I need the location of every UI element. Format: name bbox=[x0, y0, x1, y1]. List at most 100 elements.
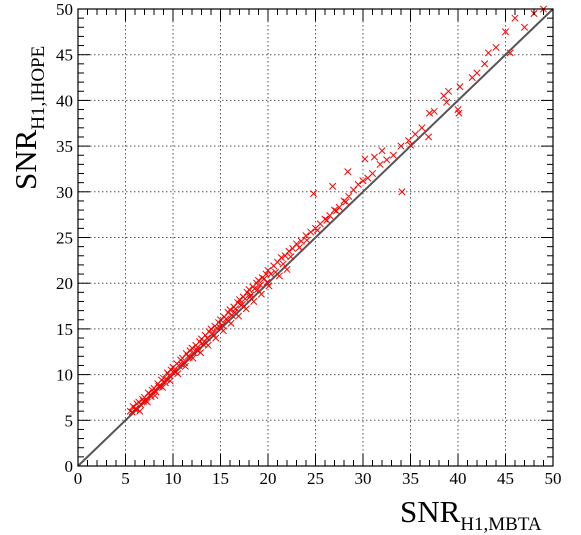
data-point bbox=[285, 247, 293, 255]
data-point bbox=[207, 325, 215, 333]
data-point-stroke bbox=[264, 266, 272, 274]
data-point bbox=[139, 397, 148, 405]
x-tick-label: 30 bbox=[355, 469, 372, 488]
data-point bbox=[136, 407, 144, 415]
data-point-stroke bbox=[272, 268, 280, 276]
data-point bbox=[397, 142, 405, 150]
x-tick-label: 20 bbox=[260, 469, 277, 488]
data-point bbox=[425, 109, 434, 117]
data-point bbox=[481, 60, 489, 68]
y-tick-label: 20 bbox=[56, 274, 73, 293]
data-point-stroke bbox=[193, 346, 201, 354]
data-point bbox=[292, 240, 301, 248]
data-point bbox=[501, 28, 510, 36]
data-point bbox=[287, 253, 295, 261]
data-point bbox=[226, 306, 234, 314]
y-tick-label: 30 bbox=[56, 183, 73, 202]
data-point bbox=[511, 14, 519, 22]
data-point bbox=[283, 265, 291, 274]
data-point-stroke bbox=[204, 341, 212, 349]
data-point bbox=[359, 177, 367, 185]
data-point bbox=[484, 49, 492, 57]
data-point-stroke bbox=[250, 297, 258, 306]
data-point-stroke bbox=[265, 282, 273, 290]
data-point-stroke bbox=[223, 316, 231, 324]
data-point-stroke bbox=[456, 83, 464, 91]
data-point bbox=[313, 226, 321, 234]
data-point bbox=[242, 305, 250, 313]
data-point-stroke bbox=[281, 252, 289, 260]
data-point-stroke bbox=[273, 258, 282, 266]
data-point bbox=[185, 353, 193, 361]
y-axis-title-main: SNR bbox=[8, 129, 43, 190]
data-point-stroke bbox=[215, 323, 224, 331]
data-point bbox=[418, 124, 426, 132]
data-point-stroke bbox=[178, 354, 187, 362]
data-point bbox=[506, 49, 514, 57]
data-point-stroke bbox=[283, 265, 291, 274]
data-point bbox=[166, 377, 174, 385]
data-points bbox=[126, 5, 548, 416]
data-point bbox=[147, 392, 155, 401]
data-point bbox=[281, 252, 289, 260]
data-point-stroke bbox=[406, 141, 415, 149]
data-point bbox=[263, 278, 271, 286]
data-point-stroke bbox=[216, 316, 225, 324]
data-point bbox=[257, 290, 265, 298]
y-tick-label: 50 bbox=[56, 0, 73, 19]
data-point bbox=[223, 316, 231, 324]
data-point bbox=[265, 282, 273, 290]
data-point bbox=[295, 244, 303, 252]
data-point-stroke bbox=[132, 404, 140, 412]
x-tick-label: 10 bbox=[165, 469, 182, 488]
data-point bbox=[310, 190, 318, 198]
data-point bbox=[264, 266, 272, 274]
data-point bbox=[297, 237, 305, 245]
data-point bbox=[178, 354, 187, 362]
data-point bbox=[273, 258, 282, 266]
data-point-stroke bbox=[289, 244, 297, 253]
data-point bbox=[345, 192, 353, 200]
data-point bbox=[330, 206, 339, 214]
data-point-stroke bbox=[344, 168, 352, 176]
data-point bbox=[277, 254, 285, 262]
y-axis-title: SNRH1,IHOPE bbox=[8, 46, 49, 190]
x-tick-labels: 0 5 10 15 20 25 30 35 40 45 50 bbox=[74, 469, 562, 488]
data-point-stroke bbox=[238, 300, 246, 308]
data-point bbox=[455, 109, 463, 117]
data-point-stroke bbox=[275, 272, 283, 280]
data-point-stroke bbox=[378, 147, 386, 155]
y-tick-label: 45 bbox=[56, 46, 73, 65]
data-point-stroke bbox=[330, 206, 339, 214]
data-point bbox=[335, 203, 343, 211]
y-tick-label: 40 bbox=[56, 91, 73, 110]
data-point-stroke bbox=[443, 98, 451, 106]
data-point bbox=[181, 362, 189, 370]
data-point bbox=[256, 281, 264, 289]
data-point-stroke bbox=[251, 285, 259, 293]
data-point bbox=[406, 141, 415, 149]
data-point-stroke bbox=[354, 180, 362, 189]
data-point bbox=[196, 349, 205, 357]
data-point bbox=[424, 133, 433, 141]
data-point-stroke bbox=[260, 275, 268, 283]
data-point bbox=[289, 244, 297, 253]
data-point-stroke bbox=[481, 60, 489, 68]
data-point-stroke bbox=[345, 192, 353, 200]
data-point bbox=[253, 286, 262, 294]
data-point-stroke bbox=[203, 334, 211, 342]
data-point bbox=[389, 151, 397, 159]
data-point-stroke bbox=[162, 375, 170, 383]
data-point bbox=[254, 276, 263, 285]
y-tick-label: 10 bbox=[56, 366, 73, 385]
x-axis-title-main: SNR bbox=[400, 494, 461, 529]
x-tick-label: 35 bbox=[402, 469, 419, 488]
data-point-stroke bbox=[182, 350, 190, 358]
data-point bbox=[376, 160, 384, 168]
data-point-stroke bbox=[285, 247, 293, 255]
data-point-stroke bbox=[430, 107, 438, 115]
data-point bbox=[247, 291, 255, 299]
data-point-stroke bbox=[310, 190, 318, 198]
data-point-stroke bbox=[159, 374, 168, 382]
